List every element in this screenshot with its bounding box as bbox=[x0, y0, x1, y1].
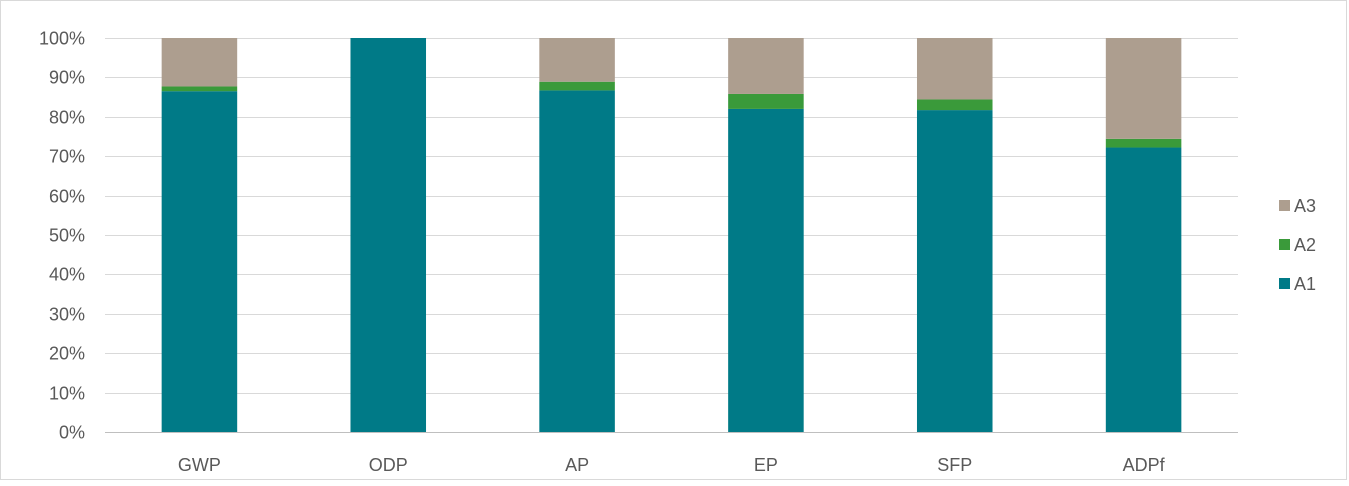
bar-a2-sfp bbox=[916, 99, 993, 111]
y-tick-label: 40% bbox=[49, 265, 85, 285]
y-tick-label: 30% bbox=[49, 305, 85, 325]
bar-a3-gwp bbox=[161, 38, 238, 87]
bar-a3-adpf bbox=[1105, 38, 1182, 139]
legend-label-a2: A2 bbox=[1294, 235, 1316, 255]
bar-a2-adpf bbox=[1105, 138, 1182, 148]
bar-a1-ep bbox=[728, 108, 804, 433]
bars bbox=[161, 38, 1182, 433]
gridlines bbox=[105, 38, 1238, 433]
y-tick-label: 0% bbox=[59, 423, 85, 443]
bar-a3-ep bbox=[728, 38, 804, 94]
y-tick-label: 60% bbox=[49, 187, 85, 207]
x-tick-label: GWP bbox=[178, 455, 221, 475]
x-tick-label: SFP bbox=[937, 455, 972, 475]
x-tick-label: ADPf bbox=[1123, 455, 1166, 475]
legend-swatch-a2 bbox=[1279, 239, 1290, 250]
bar-a2-ap bbox=[539, 81, 615, 91]
bar-a1-gwp bbox=[161, 91, 238, 432]
legend-swatch-a3 bbox=[1279, 200, 1290, 211]
bar-a1-odp bbox=[350, 38, 427, 432]
bar-a1-sfp bbox=[916, 110, 993, 433]
legend-swatch-a1 bbox=[1279, 278, 1290, 289]
y-tick-label: 100% bbox=[39, 29, 85, 49]
legend-label-a3: A3 bbox=[1294, 196, 1316, 216]
y-axis-ticks: 0% 10% 20% 30% 40% 50% 60% 70% 80% 90% 100% bbox=[39, 29, 85, 443]
y-tick-label: 90% bbox=[49, 68, 85, 88]
bar-a2-gwp bbox=[161, 86, 238, 92]
y-tick-label: 50% bbox=[49, 226, 85, 246]
x-tick-label: ODP bbox=[369, 455, 408, 475]
bar-a3-sfp bbox=[916, 38, 993, 100]
legend-label-a1: A1 bbox=[1294, 274, 1316, 294]
bar-a1-adpf bbox=[1105, 147, 1182, 433]
y-tick-label: 10% bbox=[49, 384, 85, 404]
y-tick-label: 20% bbox=[49, 344, 85, 364]
x-axis-ticks: GWP ODP AP EP SFP ADPf bbox=[178, 455, 1166, 475]
legend: A3 A2 A1 bbox=[1279, 196, 1316, 294]
x-tick-label: AP bbox=[565, 455, 589, 475]
y-tick-label: 80% bbox=[49, 108, 85, 128]
x-tick-label: EP bbox=[754, 455, 778, 475]
y-tick-label: 70% bbox=[49, 147, 85, 167]
bar-a3-ap bbox=[539, 38, 615, 82]
bar-a1-ap bbox=[539, 90, 615, 432]
bar-a2-ep bbox=[728, 93, 804, 109]
